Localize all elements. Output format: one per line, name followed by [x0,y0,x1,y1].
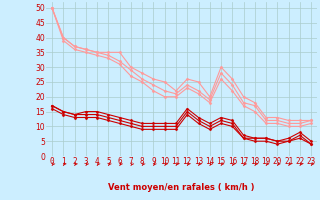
X-axis label: Vent moyen/en rafales ( km/h ): Vent moyen/en rafales ( km/h ) [108,183,255,192]
